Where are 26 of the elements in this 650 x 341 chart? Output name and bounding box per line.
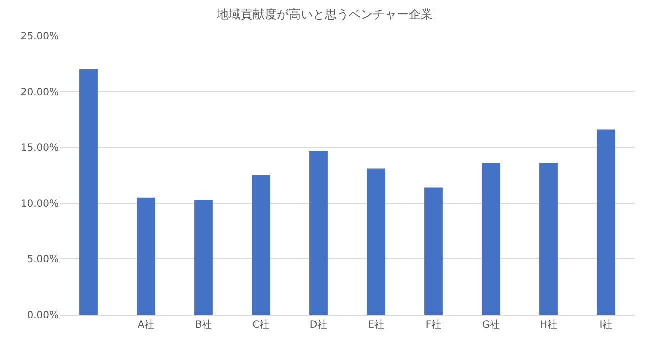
x-tick-label: A社 (138, 319, 155, 331)
bar (367, 168, 386, 315)
bar (137, 198, 156, 315)
bar (597, 130, 616, 315)
y-tick-label: 0.00% (27, 310, 59, 322)
x-tick-label: F社 (426, 319, 442, 331)
bar (482, 163, 500, 315)
bar (252, 176, 270, 315)
bar (194, 200, 213, 315)
y-tick-label: 10.00% (20, 198, 59, 210)
x-tick-label: C社 (252, 319, 270, 331)
x-tick-label: B社 (195, 319, 212, 331)
bar (424, 188, 443, 315)
chart-title: 地域貢献度が高いと思うベンチャー企業 (216, 8, 433, 22)
x-tick-label: I社 (600, 319, 613, 331)
x-tick-label: H社 (540, 319, 558, 331)
y-tick-label: 5.00% (27, 254, 59, 266)
y-tick-label: 25.00% (20, 32, 59, 42)
bar (540, 163, 558, 315)
y-tick-label: 20.00% (20, 87, 59, 98)
bar (310, 150, 328, 315)
bar (80, 69, 98, 315)
x-tick-label: E社 (368, 319, 384, 331)
x-tick-label: D社 (310, 319, 328, 331)
y-tick-label: 15.00% (20, 143, 59, 154)
x-tick-label: G社 (482, 319, 500, 331)
